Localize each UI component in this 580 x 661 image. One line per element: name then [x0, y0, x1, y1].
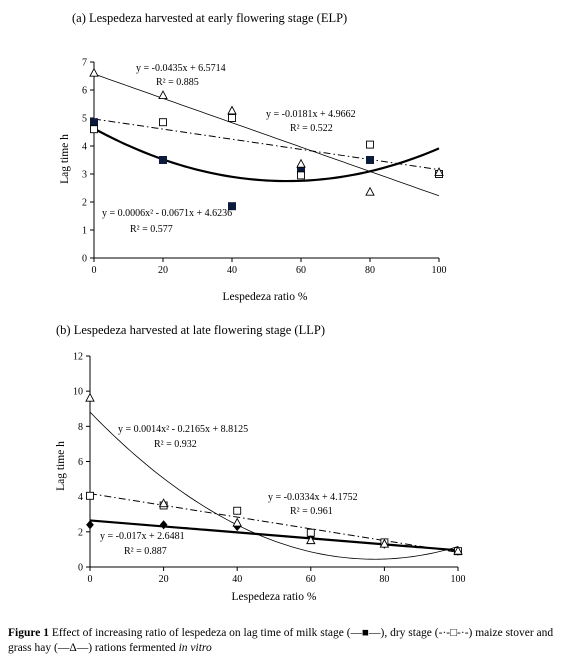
chart-b-diamond-r2: R² = 0.887: [124, 546, 167, 557]
chart-a-open-square-point: [90, 125, 98, 134]
chart-a-filled-square-point: [159, 156, 167, 164]
chart-a-filled-square-r2: R² = 0.577: [130, 224, 173, 235]
chart-a-title: (a) Lespedeza harvested at early floweri…: [72, 11, 347, 25]
chart-b-open-square-point: [86, 491, 94, 500]
chart-a-annotations: y = -0.0435x + 6.5714 R² = 0.885 y = -0.…: [102, 63, 356, 235]
chart-b-x-tick-label: 100: [451, 574, 466, 585]
chart-b-series-1-trendline: [89, 493, 459, 553]
chart-a-series-0-trendline: [93, 127, 440, 183]
chart-a-y-tick-label: 1: [82, 226, 87, 237]
chart-b-y-tick-label: 8: [78, 422, 83, 433]
chart-a-x-tick-label: 40: [227, 265, 237, 276]
chart-a-y-tick-label: 2: [82, 198, 87, 209]
chart-b-series-2-trendline: [89, 411, 459, 560]
chart-b-filled-diamond-point: [159, 520, 168, 530]
chart-b-x-label: Lespedeza ratio %: [232, 591, 317, 603]
chart-a-open-square-r2: R² = 0.522: [290, 123, 333, 134]
chart-a-x-tick-label: 60: [296, 265, 306, 276]
chart-b-open-square-r2: R² = 0.961: [290, 506, 333, 517]
chart-a: (a) Lespedeza harvested at early floweri…: [59, 11, 447, 303]
chart-b-y-tick-label: 4: [78, 492, 83, 503]
chart-a-filled-square-point: [228, 202, 236, 211]
chart-b-plot-area: 0 2 4 6 8 10 12 0 20 40 60 80 100: [73, 352, 466, 586]
chart-a-filled-square-point: [366, 156, 374, 164]
chart-a-open-square-point: [297, 171, 305, 180]
figure-caption: Figure 1 Effect of increasing ratio of l…: [8, 626, 574, 656]
chart-b-open-triangle-point: [306, 535, 316, 545]
chart-b-open-square-point: [306, 528, 315, 537]
chart-a-triangle-r2: R² = 0.885: [156, 77, 199, 88]
chart-b-open-triangle-point: [453, 545, 463, 555]
caption-text: Effect of increasing ratio of lespedeza …: [8, 627, 554, 654]
chart-a-y-tick-label: 6: [82, 86, 87, 97]
chart-a-y-tick-label: 7: [82, 58, 87, 69]
chart-b-y-tick-label: 2: [78, 527, 83, 538]
chart-b-open-triangle-point: [379, 538, 390, 548]
chart-a-open-triangle-point: [434, 167, 444, 177]
chart-a-x-tick-label: 80: [365, 265, 375, 276]
chart-a-series-1-trendline: [93, 118, 440, 171]
chart-b-y-tick-label: 0: [78, 563, 83, 574]
chart-b: (b) Lespedeza harvested at late flowerin…: [55, 323, 466, 603]
chart-a-x-tick-label: 20: [158, 265, 168, 276]
chart-a-open-triangle-point: [296, 158, 306, 168]
chart-b-x-tick-label: 80: [379, 574, 389, 585]
chart-b-series-0-trendline: [89, 519, 459, 552]
chart-a-x-tick-label: 0: [92, 265, 97, 276]
chart-b-y-tick-label: 6: [78, 457, 83, 468]
caption-label: Figure 1: [8, 627, 49, 639]
chart-b-open-triangle-point: [158, 498, 169, 508]
caption-italic: in vitro: [178, 642, 212, 654]
chart-a-open-square-point: [366, 140, 374, 149]
chart-a-plot-area: 0 1 2 3 4 5 6 7 0 20 40 60 80 100: [82, 58, 447, 277]
chart-b-triangle-equation: y = 0.0014x² - 0.2165x + 8.8125: [118, 424, 248, 435]
chart-a-y-tick-label: 5: [82, 114, 87, 125]
chart-a-x-tick-label: 100: [432, 265, 447, 276]
chart-b-filled-diamond-point: [86, 520, 94, 530]
chart-b-open-triangle-point: [232, 517, 242, 527]
chart-a-open-triangle-point: [365, 186, 375, 196]
chart-b-triangle-r2: R² = 0.932: [154, 439, 197, 450]
chart-a-open-triangle-point: [89, 67, 99, 77]
chart-b-title: (b) Lespedeza harvested at late flowerin…: [56, 323, 325, 337]
chart-a-open-triangle-point: [227, 105, 237, 115]
chart-b-annotations: y = 0.0014x² - 0.2165x + 8.8125 R² = 0.9…: [100, 424, 358, 557]
chart-a-filled-square-equation: y = 0.0006x² - 0.0671x + 4.6236: [102, 208, 232, 219]
chart-b-open-triangle-point: [85, 392, 95, 402]
chart-b-x-tick-label: 20: [159, 574, 169, 585]
chart-b-y-label: Lag time h: [55, 441, 67, 491]
chart-a-y-tick-label: 3: [82, 170, 87, 181]
chart-a-y-tick-label: 0: [82, 254, 87, 265]
chart-a-open-square-point: [228, 114, 236, 122]
chart-a-open-triangle-point: [158, 90, 168, 100]
chart-a-y-label: Lag time h: [59, 134, 71, 184]
chart-b-x-tick-label: 60: [306, 574, 316, 585]
chart-b-y-tick-label: 12: [73, 352, 83, 363]
chart-a-open-square-equation: y = -0.0181x + 4.9662: [266, 109, 356, 120]
chart-b-x-tick-label: 40: [232, 574, 242, 585]
chart-b-diamond-equation: y = -0.017x + 2.6481: [100, 531, 185, 542]
chart-b-y-tick-label: 10: [73, 387, 83, 398]
chart-a-filled-square-point: [90, 118, 98, 127]
chart-a-y-tick-label: 4: [82, 142, 87, 153]
chart-b-open-square-point: [233, 506, 242, 515]
chart-a-open-square-point: [159, 118, 167, 127]
chart-a-triangle-equation: y = -0.0435x + 6.5714: [136, 63, 226, 74]
chart-b-open-square-equation: y = -0.0334x + 4.1752: [268, 492, 358, 503]
chart-a-x-label: Lespedeza ratio %: [223, 291, 308, 303]
chart-a-series-2-trendline: [93, 73, 440, 197]
chart-b-x-tick-label: 0: [88, 574, 93, 585]
